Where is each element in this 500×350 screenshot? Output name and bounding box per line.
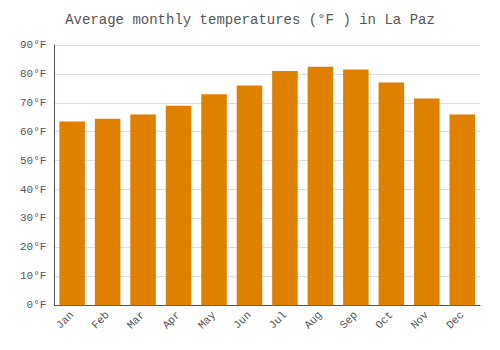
svg-text:90°F: 90°F	[20, 39, 46, 51]
svg-text:Oct: Oct	[373, 309, 395, 331]
svg-text:70°F: 70°F	[20, 97, 46, 109]
svg-text:50°F: 50°F	[20, 155, 46, 167]
svg-text:80°F: 80°F	[20, 68, 46, 80]
svg-text:Aug: Aug	[302, 309, 324, 331]
svg-text:Feb: Feb	[89, 309, 111, 331]
svg-text:10°F: 10°F	[20, 270, 46, 282]
svg-text:30°F: 30°F	[20, 212, 46, 224]
svg-text:Nov: Nov	[409, 309, 432, 332]
svg-text:Dec: Dec	[444, 309, 466, 331]
svg-text:Apr: Apr	[160, 309, 182, 331]
svg-text:60°F: 60°F	[20, 126, 46, 138]
svg-text:Sep: Sep	[338, 309, 360, 331]
svg-text:0°F: 0°F	[27, 299, 47, 311]
svg-text:20°F: 20°F	[20, 241, 46, 253]
svg-text:40°F: 40°F	[20, 184, 46, 196]
svg-text:Mar: Mar	[125, 309, 147, 331]
svg-text:Jan: Jan	[54, 309, 76, 331]
svg-text:May: May	[196, 309, 219, 332]
svg-text:Jul: Jul	[267, 309, 289, 331]
svg-text:Average monthly temperatures (: Average monthly temperatures (°F ) in La…	[65, 12, 435, 28]
svg-text:Jun: Jun	[231, 309, 253, 331]
